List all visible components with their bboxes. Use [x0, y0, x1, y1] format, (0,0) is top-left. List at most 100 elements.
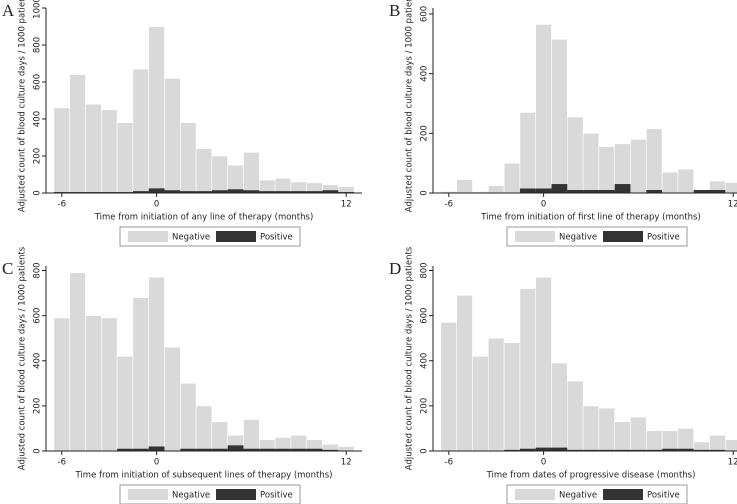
- histogram-bar: [551, 447, 568, 451]
- histogram-bar: [69, 74, 86, 194]
- histogram-bar: [53, 317, 71, 452]
- histogram-bar: [275, 191, 291, 193]
- y-tick-label: 0: [420, 190, 430, 195]
- histogram-bar: [275, 448, 291, 451]
- histogram-bar: [164, 78, 181, 194]
- y-tick-label: 800: [420, 262, 430, 278]
- histogram-bar: [677, 448, 694, 451]
- histogram-bar: [337, 186, 355, 194]
- histogram-bar: [196, 448, 212, 451]
- y-tick-label: 200: [420, 125, 430, 141]
- histogram-bar: [645, 128, 663, 194]
- histogram-bar: [583, 449, 599, 451]
- histogram-bar: [148, 276, 165, 452]
- legend-label: Negative: [172, 491, 210, 501]
- legend-label: Negative: [559, 233, 597, 243]
- y-tick-label: 600: [420, 6, 430, 22]
- x-tick-label: 0: [154, 458, 159, 468]
- histogram-bar: [724, 182, 737, 194]
- histogram-bar: [598, 407, 615, 452]
- histogram-bar: [630, 416, 647, 452]
- histogram-bar: [132, 448, 149, 451]
- histogram-bar: [519, 288, 536, 452]
- legend-label: Positive: [647, 233, 680, 243]
- histogram-bar: [567, 116, 584, 194]
- histogram-bar: [724, 439, 737, 452]
- panel: 0 200 400 600 -6 0 12 Time from initiation of f…: [389, 0, 737, 247]
- y-tick-label: 0: [420, 448, 430, 453]
- histogram-bar: [630, 449, 647, 451]
- y-axis-label: Adjusted count of blood culture days / 1…: [405, 246, 415, 470]
- histogram-bar: [211, 421, 228, 452]
- histogram-bar: [709, 434, 726, 452]
- histogram-bar: [646, 190, 663, 193]
- y-axis-label: Adjusted count of blood culture days / 1…: [18, 246, 28, 470]
- histogram-bar: [243, 419, 260, 452]
- legend-label: Positive: [260, 233, 293, 243]
- x-tick-label: 12: [728, 458, 737, 468]
- y-tick-label: 800: [33, 37, 43, 53]
- histogram-bar: [117, 448, 133, 451]
- histogram-bar: [504, 449, 520, 451]
- y-tick-label: 600: [420, 308, 430, 324]
- histogram-bar: [196, 191, 212, 193]
- histogram-bar: [322, 190, 339, 193]
- histogram-bar: [598, 146, 615, 194]
- histogram-bar: [709, 190, 726, 193]
- histogram-bar: [227, 445, 244, 451]
- legend: Negative Positive: [506, 226, 688, 247]
- x-tick-label: 0: [541, 200, 546, 210]
- histogram-bar: [535, 447, 552, 451]
- x-axis-label: Time from initiation of first line of th…: [480, 213, 701, 223]
- histogram-bar: [693, 190, 710, 193]
- legend-swatch: [128, 231, 168, 242]
- histogram-bar: [598, 190, 615, 193]
- x-axis-label: Time from dates of progressive disease (…: [486, 471, 696, 481]
- histogram-bar: [614, 184, 631, 193]
- histogram-bar: [519, 188, 536, 193]
- y-tick-label: 800: [33, 262, 43, 278]
- histogram-bar: [456, 179, 473, 194]
- panel: 0 200 400 600 800 -6 0 12 Time from initiation o…: [2, 246, 362, 504]
- legend: Negative Positive: [119, 484, 301, 504]
- y-tick-label: 400: [420, 353, 430, 369]
- y-tick-label: 1000: [33, 0, 43, 19]
- panel: 0 200 400 600 800 1000 -6 0 12 Time from initiati…: [2, 0, 362, 247]
- histogram-bar: [164, 346, 181, 452]
- histogram-bar: [519, 448, 536, 451]
- x-tick-label: 12: [341, 458, 352, 468]
- histogram-bar: [290, 448, 307, 451]
- legend: Negative Positive: [119, 226, 301, 247]
- x-tick-label: -6: [445, 458, 453, 468]
- y-tick-label: 400: [33, 353, 43, 369]
- y-tick-label: 0: [33, 190, 43, 195]
- histogram-bar: [243, 190, 260, 193]
- histogram-bar: [567, 449, 584, 451]
- histogram-bar: [195, 405, 213, 452]
- histogram-bar: [322, 449, 339, 451]
- histogram-bar: [551, 362, 568, 452]
- histogram-bar: [132, 191, 149, 193]
- legend-label: Positive: [647, 491, 680, 501]
- histogram-bar: [598, 449, 615, 451]
- panel: 0 200 400 600 800 -6 0 12 Time from dates of pro…: [389, 246, 737, 504]
- histogram-bar: [582, 405, 600, 452]
- histogram-bar: [116, 122, 134, 194]
- histogram-bar: [69, 272, 86, 452]
- histogram-bar: [180, 122, 197, 194]
- histogram-bar: [132, 68, 149, 194]
- histogram-bar: [677, 428, 694, 452]
- histogram-bar: [630, 138, 647, 194]
- histogram-bar: [677, 168, 694, 194]
- histogram-bar: [440, 322, 458, 452]
- histogram-bar: [551, 39, 568, 194]
- histogram-bar: [472, 355, 489, 452]
- histogram-bar: [582, 133, 600, 194]
- histogram-bar: [645, 430, 663, 452]
- histogram-bar: [567, 380, 584, 452]
- histogram-bar: [258, 179, 276, 194]
- histogram-bar: [519, 112, 536, 194]
- histogram-bar: [180, 448, 197, 451]
- y-tick-label: 200: [33, 398, 43, 414]
- histogram-bar: [243, 448, 260, 451]
